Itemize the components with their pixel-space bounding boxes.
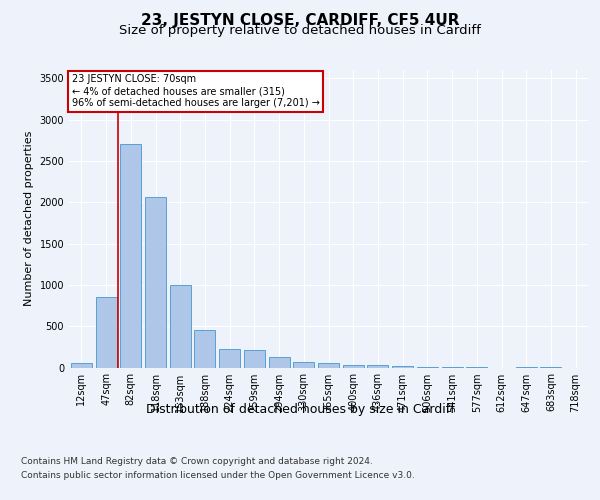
Bar [194, 330, 215, 368]
Bar [244, 350, 265, 368]
Bar [219, 350, 240, 368]
Bar [293, 362, 314, 368]
Bar [170, 285, 191, 368]
Bar [269, 357, 290, 368]
Y-axis label: Number of detached properties: Number of detached properties [24, 131, 34, 306]
Bar [343, 365, 364, 368]
Bar [417, 366, 438, 368]
Text: Distribution of detached houses by size in Cardiff: Distribution of detached houses by size … [146, 402, 454, 415]
Bar [95, 298, 116, 368]
Bar [145, 198, 166, 368]
Bar [120, 144, 141, 368]
Bar [71, 362, 92, 368]
Bar [318, 363, 339, 368]
Bar [392, 366, 413, 368]
Text: 23, JESTYN CLOSE, CARDIFF, CF5 4UR: 23, JESTYN CLOSE, CARDIFF, CF5 4UR [141, 12, 459, 28]
Text: Contains HM Land Registry data © Crown copyright and database right 2024.: Contains HM Land Registry data © Crown c… [21, 458, 373, 466]
Text: Contains public sector information licensed under the Open Government Licence v3: Contains public sector information licen… [21, 471, 415, 480]
Text: Size of property relative to detached houses in Cardiff: Size of property relative to detached ho… [119, 24, 481, 37]
Bar [367, 366, 388, 368]
Text: 23 JESTYN CLOSE: 70sqm
← 4% of detached houses are smaller (315)
96% of semi-det: 23 JESTYN CLOSE: 70sqm ← 4% of detached … [71, 74, 319, 108]
